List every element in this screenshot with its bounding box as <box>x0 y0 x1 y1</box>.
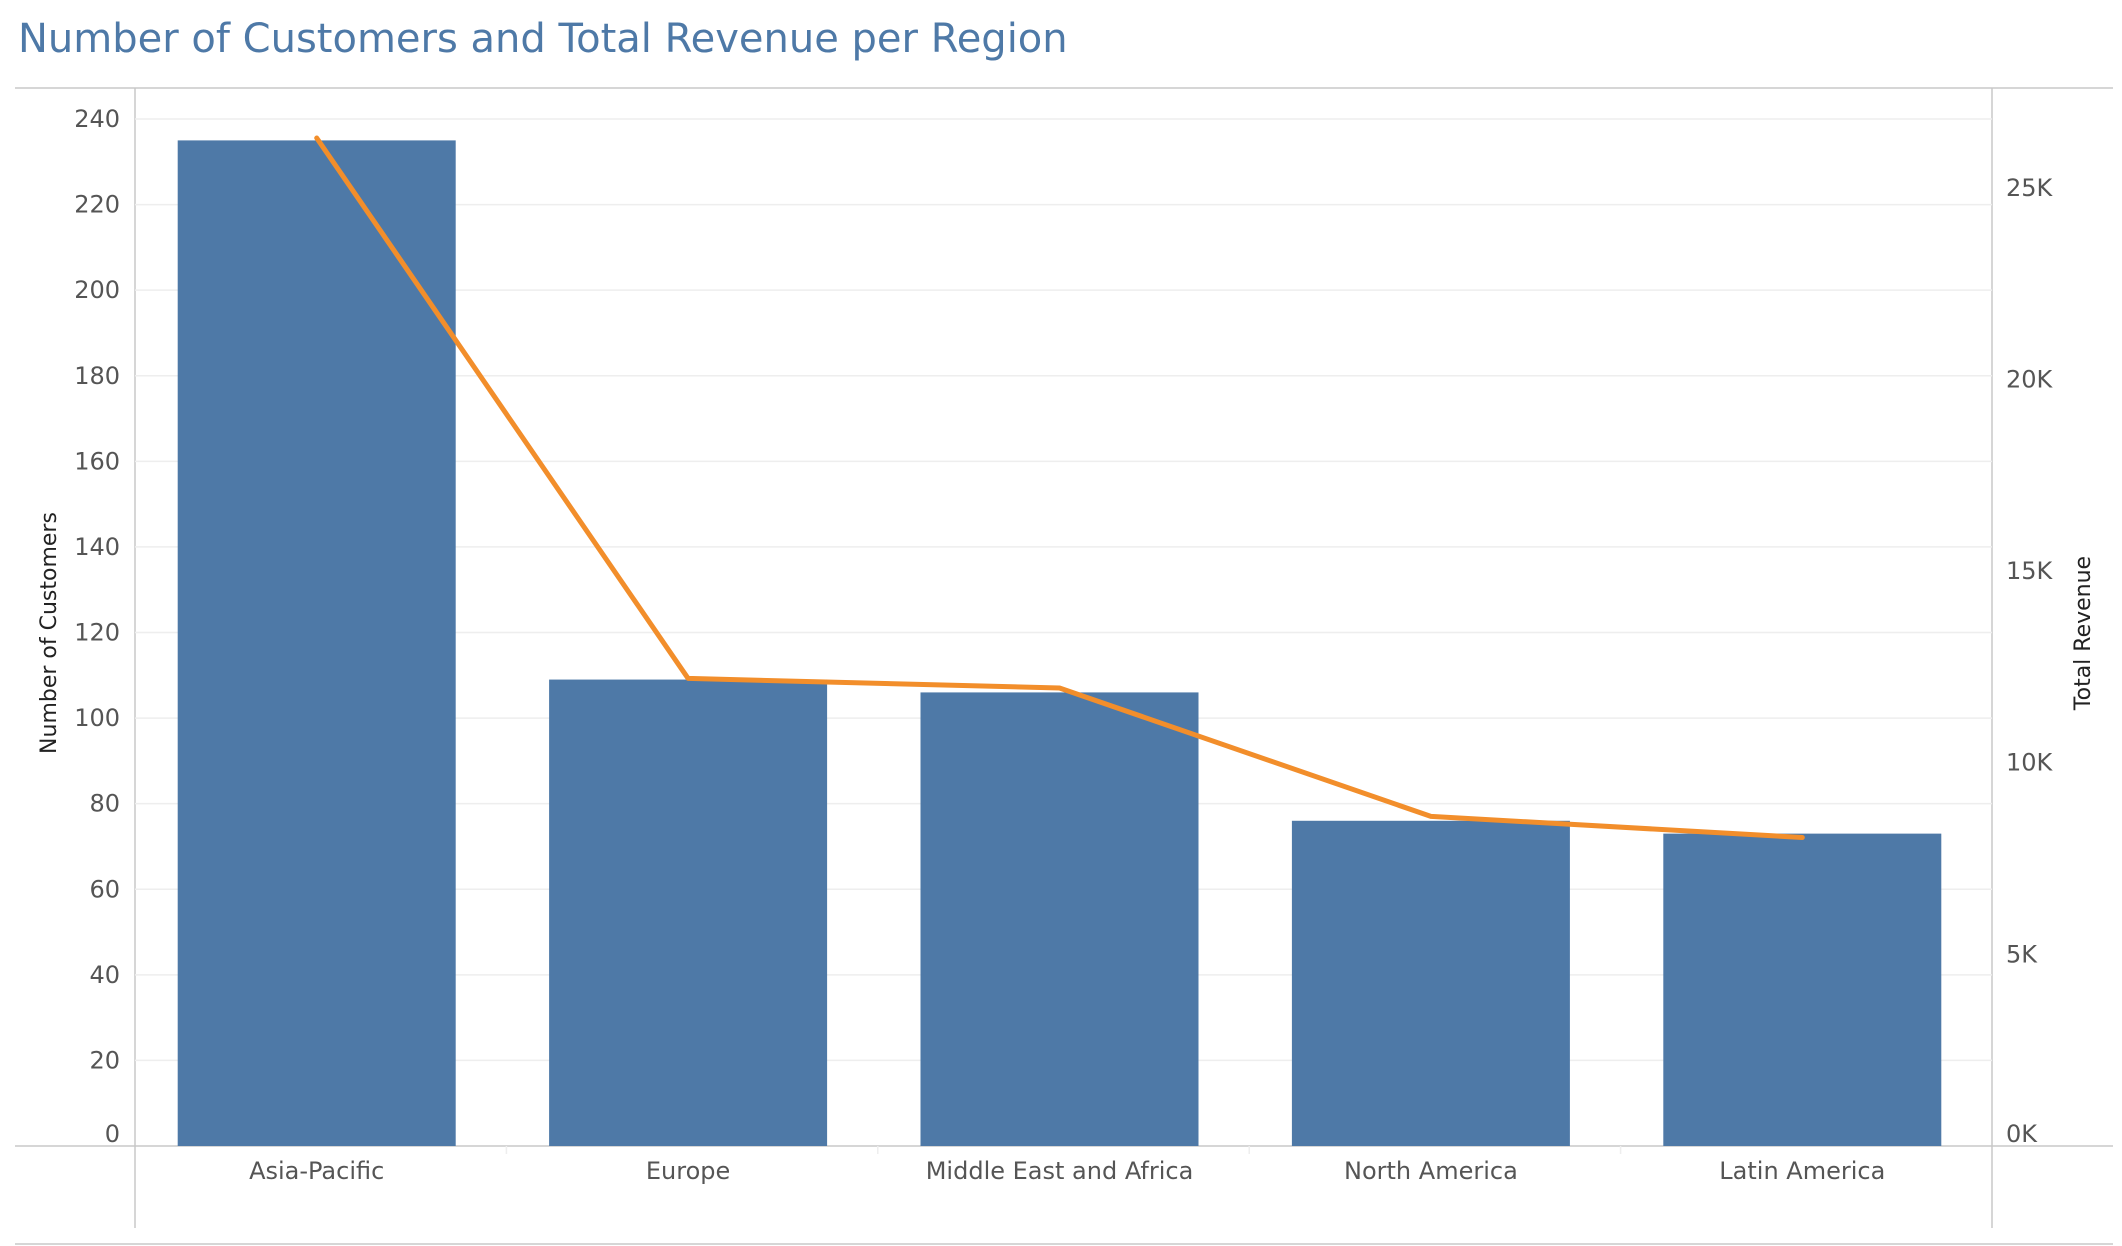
category-label: Latin America <box>1719 1157 1885 1185</box>
right-tick-label: 25K <box>2006 174 2054 202</box>
left-tick-label: 40 <box>89 961 120 989</box>
left-tick-label: 0 <box>105 1120 120 1148</box>
left-tick-label: 160 <box>74 447 120 475</box>
left-tick-label: 180 <box>74 362 120 390</box>
left-tick-label: 100 <box>74 704 120 732</box>
category-label: Middle East and Africa <box>926 1157 1194 1185</box>
line-series <box>314 135 1805 840</box>
bar <box>177 140 456 1147</box>
bar <box>549 679 828 1146</box>
right-tick-label: 0K <box>2006 1120 2038 1148</box>
chart-title: Number of Customers and Total Revenue pe… <box>18 16 1068 62</box>
category-label: North America <box>1344 1157 1518 1185</box>
left-tick-label: 220 <box>74 191 120 219</box>
right-tick-label: 20K <box>2006 365 2054 393</box>
right-tick-label: 15K <box>2006 557 2054 585</box>
bar <box>1663 833 1942 1146</box>
left-tick-label: 60 <box>89 875 120 903</box>
left-tick-label: 80 <box>89 790 120 818</box>
category-label: Europe <box>646 1157 730 1185</box>
right-axis-title: Total Revenue <box>2071 556 2096 711</box>
left-tick-label: 200 <box>74 276 120 304</box>
x-axis: Asia-Pacific Europe Middle East and Africa… <box>249 1146 1885 1185</box>
right-tick-label: 10K <box>2006 749 2054 777</box>
bar <box>920 692 1199 1146</box>
left-axis-title: Number of Customers <box>37 512 62 754</box>
left-axis: 0 20 40 60 80 100 120 140 160 180 200 220 240 Number … <box>37 105 120 1148</box>
bar <box>1291 820 1570 1146</box>
left-tick-label: 20 <box>89 1046 120 1074</box>
left-tick-label: 240 <box>74 105 120 133</box>
right-tick-label: 5K <box>2006 940 2038 968</box>
right-axis: 0K 5K 10K 15K 20K 25K Total Revenue <box>2006 174 2096 1148</box>
left-tick-label: 120 <box>74 619 120 647</box>
category-label: Asia-Pacific <box>249 1157 384 1185</box>
left-tick-label: 140 <box>74 533 120 561</box>
bar-series <box>177 140 1942 1147</box>
